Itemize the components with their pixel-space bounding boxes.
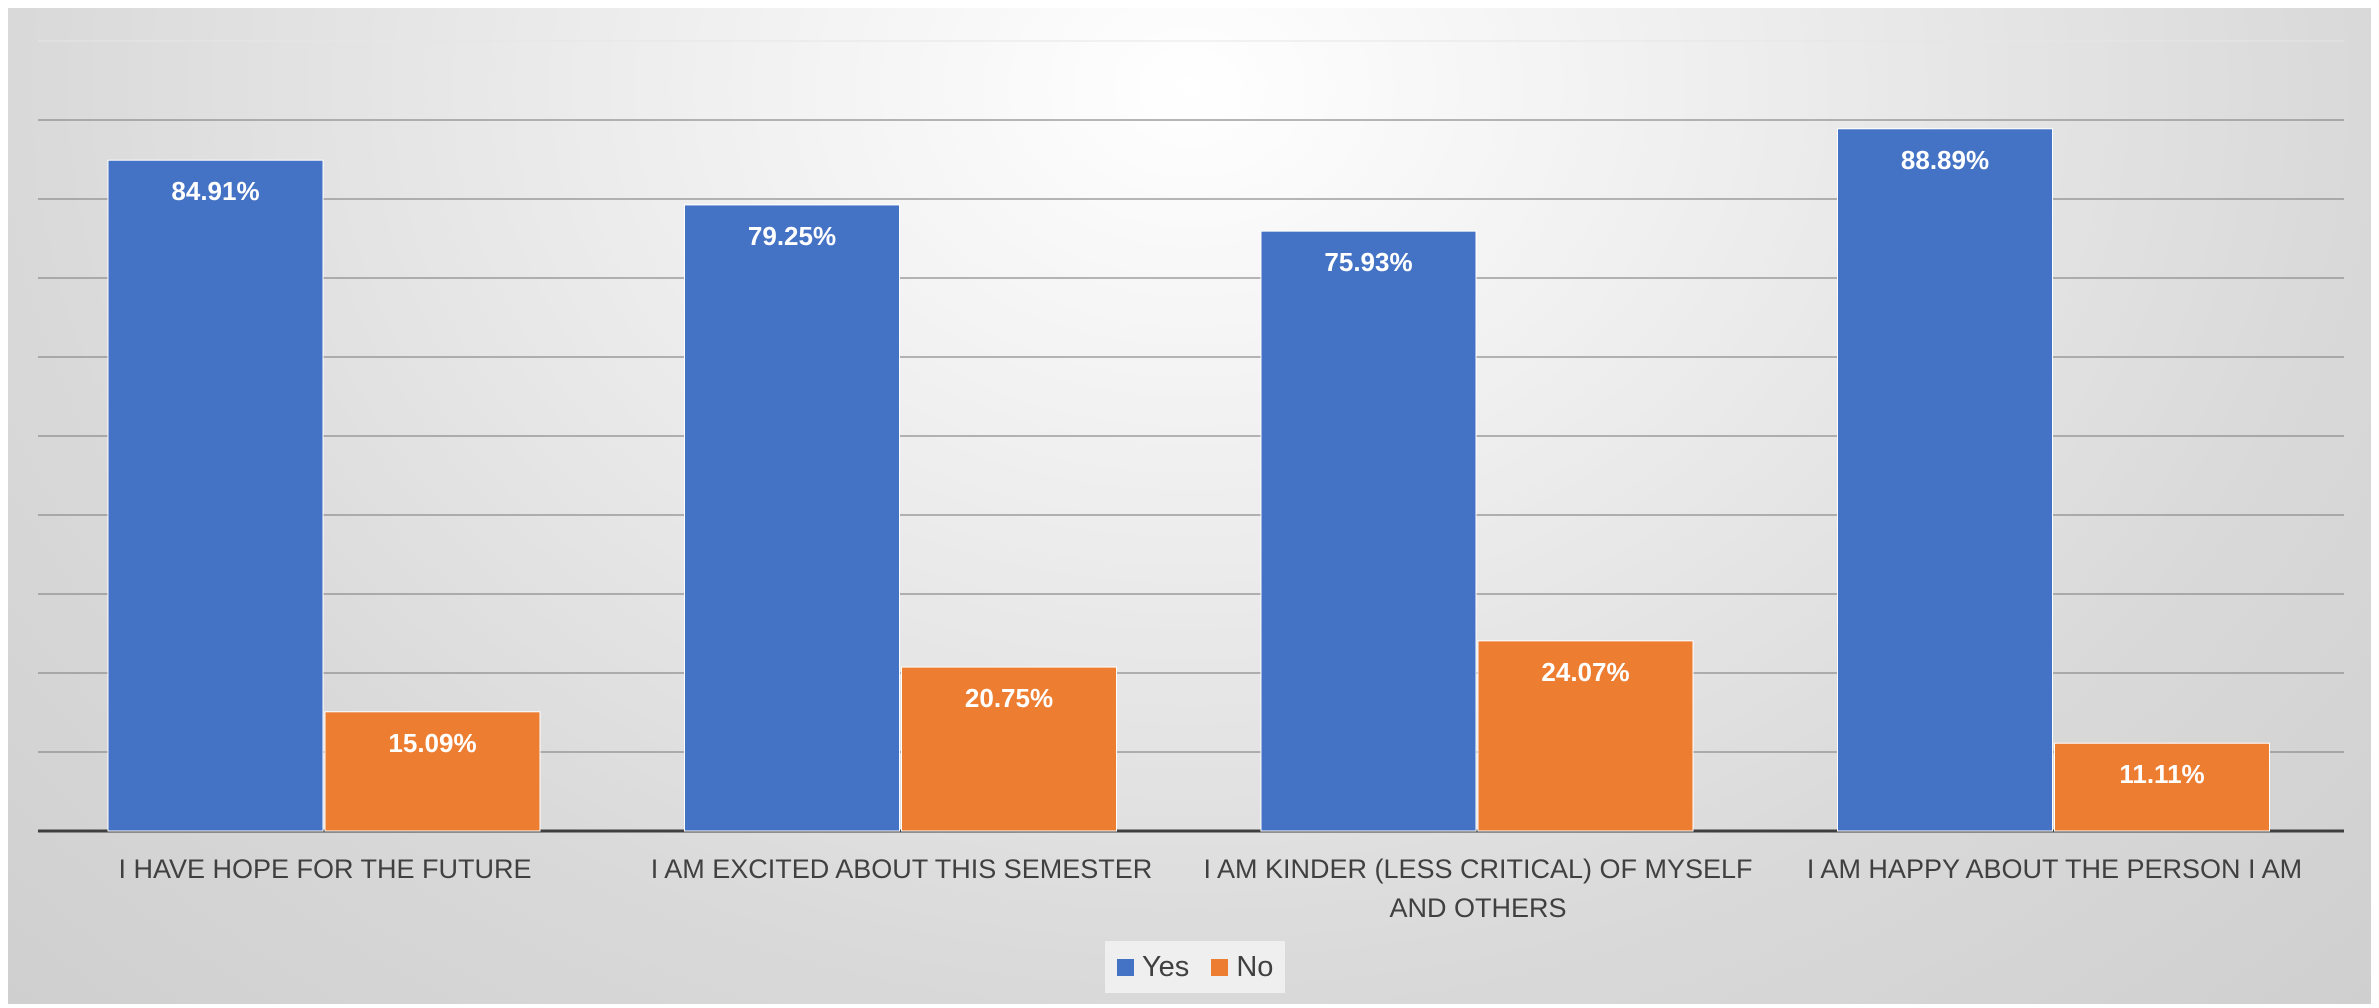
data-label-yes: 88.89% [1901,145,1989,175]
bar-no [2054,742,2270,832]
bar-chart: 84.91% 15.09% 79.25% 20.75% 75.93% 24.07% 88.8… [38,40,2344,923]
bar-no [1477,640,1694,832]
category-label: I AM KINDER (LESS CRITICAL) OF MYSELF AND… [1203,854,1752,923]
legend-label-no: No [1236,950,1274,983]
data-label-no: 11.11% [2119,759,2204,789]
data-label-no: 20.75% [965,683,1053,713]
bar-yes [1260,230,1477,832]
chart-area: 84.91% 15.09% 79.25% 20.75% 75.93% 24.07% 88.8… [8,8,2371,1004]
legend: Yes No [1105,941,1286,993]
bar-no [324,711,541,832]
data-label-no: 15.09% [388,728,476,758]
bar-no [901,666,1117,832]
category-label: I AM EXCITED ABOUT THIS SEMESTER [651,854,1153,884]
bar-yes [107,159,324,832]
legend-entry-yes: Yes [1117,951,1189,984]
category-labels: I HAVE HOPE FOR THE FUTURE I AM EXCITED A… [118,854,2302,923]
legend-entry-no: No [1211,951,1273,984]
data-label-yes: 75.93% [1324,247,1412,277]
legend-label-yes: Yes [1142,950,1190,983]
data-label-yes: 84.91% [171,176,259,206]
bar-yes [684,204,900,832]
data-label-yes: 79.25% [748,221,836,251]
legend-swatch-yes [1117,958,1134,976]
bars [107,128,2270,832]
category-label: I HAVE HOPE FOR THE FUTURE [118,854,531,884]
legend-swatch-no [1211,958,1229,976]
category-label: I AM HAPPY ABOUT THE PERSON I AM [1807,854,2302,884]
data-labels: 84.91% 15.09% 79.25% 20.75% 75.93% 24.07% 88.8… [171,145,2204,789]
data-label-no: 24.07% [1541,657,1629,687]
bar-yes [1837,128,2053,832]
